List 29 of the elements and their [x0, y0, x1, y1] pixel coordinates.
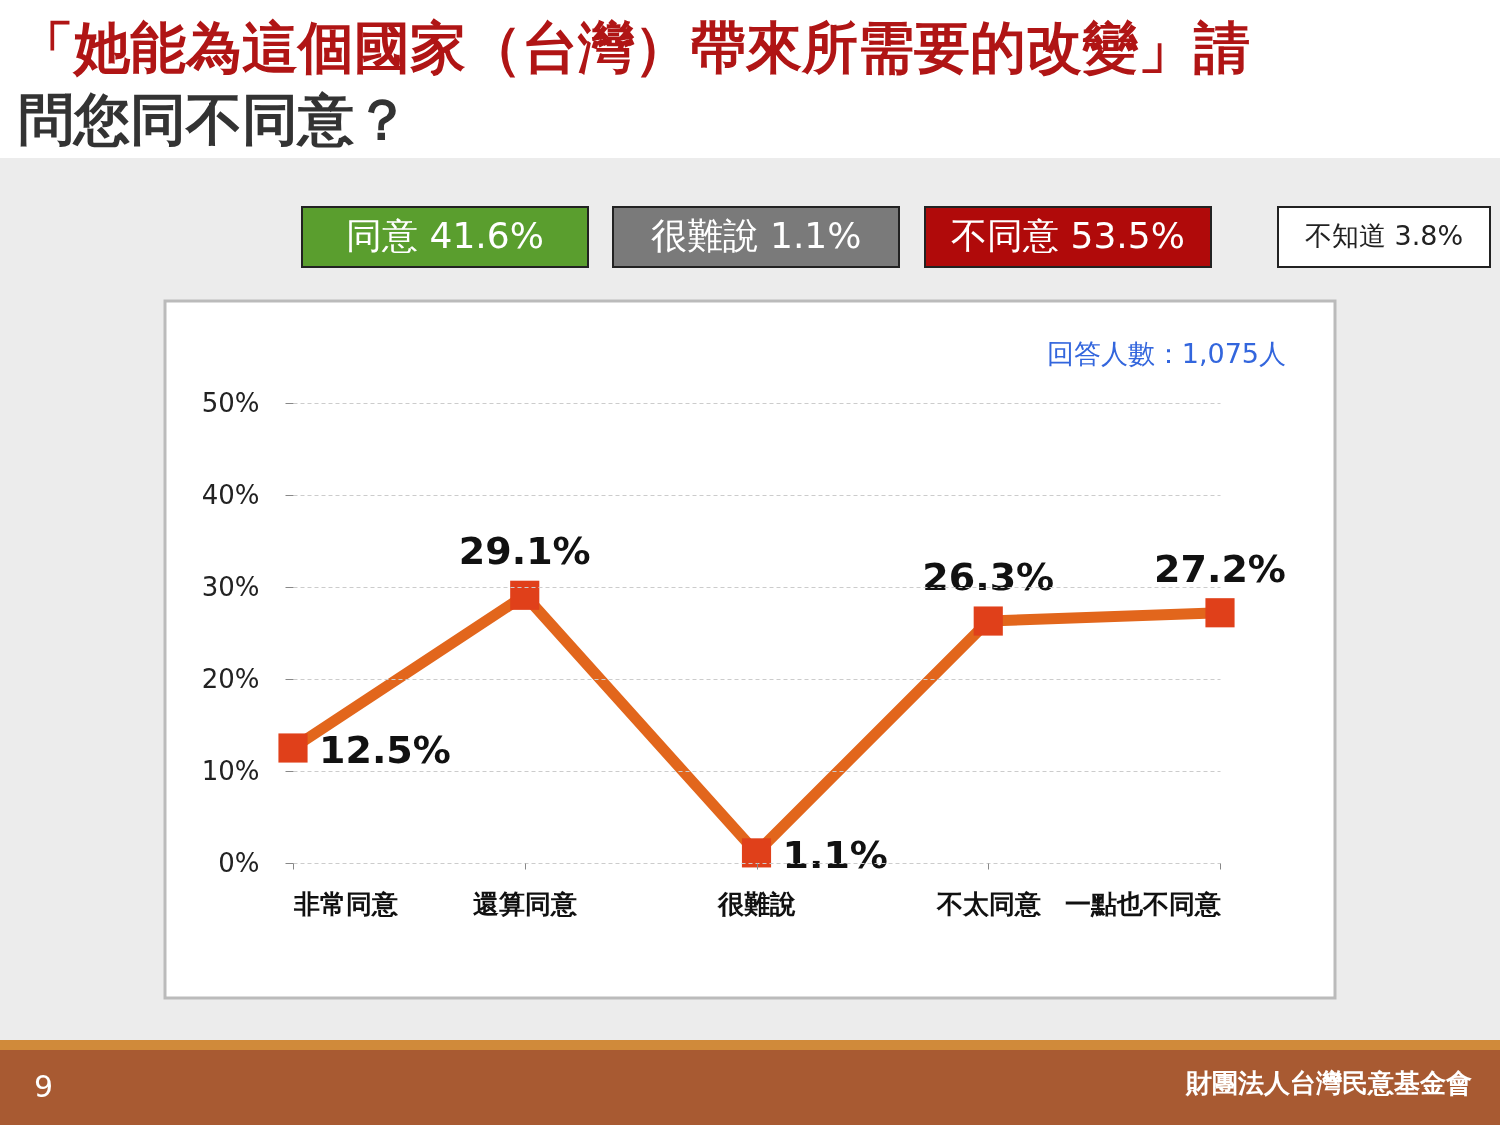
point	[1205, 598, 1235, 628]
text: 不知道 3.8%	[1304, 220, 1464, 251]
text: 26.3%	[922, 555, 1055, 600]
text: 27.2%	[1154, 546, 1286, 591]
point	[973, 606, 1003, 636]
x-tick-label: 還算同意	[473, 888, 579, 919]
text: 9	[34, 1069, 54, 1104]
y-tick-label: 50%	[201, 387, 260, 418]
text: 回答人數：1,075人	[1046, 338, 1286, 369]
y-tick-label: 10%	[201, 755, 260, 786]
x-tick-label: 不太同意	[935, 888, 1042, 919]
y-tick-label: 30%	[201, 571, 260, 602]
text: 12.5%	[319, 728, 451, 772]
text: 29.1%	[458, 529, 591, 574]
text: 1.1%	[782, 832, 888, 877]
point	[741, 838, 772, 868]
text: 財團法人台灣民意基金會	[1185, 1068, 1472, 1098]
x-tick-label: 一點也不同意	[1064, 888, 1222, 919]
text: 同意 41.6%	[346, 215, 544, 256]
point	[510, 580, 540, 610]
text: 很難說 1.1%	[650, 215, 862, 256]
chart-title: 「她能為這個國家（台灣）帶來所需要的改變」請問您同不同意？	[18, 15, 1250, 152]
x-tick-label: 非常同意	[292, 888, 399, 919]
text: 不同意 53.5%	[951, 215, 1185, 256]
y-tick-label: 0%	[218, 847, 260, 878]
x-tick-label: 很難說	[717, 888, 796, 919]
y-tick-label: 20%	[201, 663, 260, 694]
y-tick-label: 40%	[201, 479, 260, 510]
point	[278, 733, 308, 763]
